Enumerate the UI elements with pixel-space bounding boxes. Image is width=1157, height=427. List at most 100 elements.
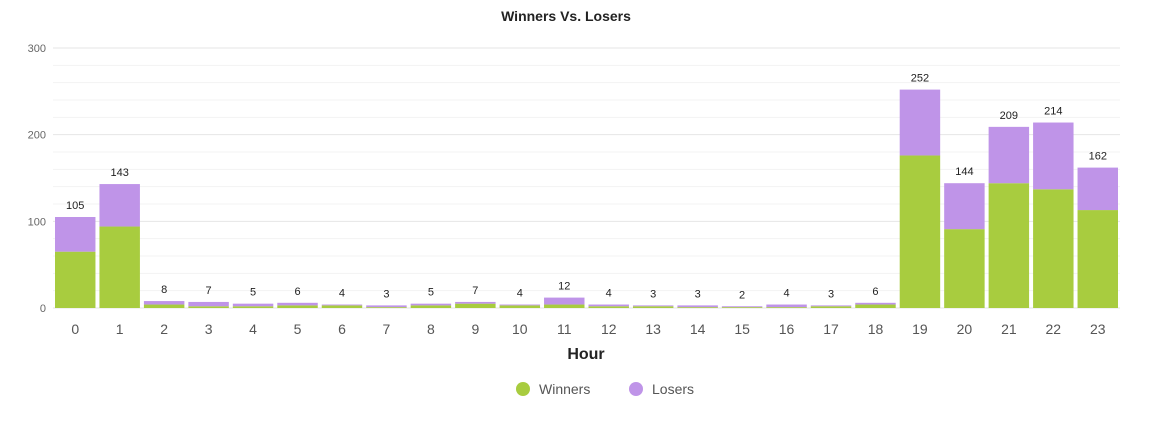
bar-winners-6[interactable] [321, 305, 363, 308]
x-tick-label: 3 [205, 321, 213, 337]
data-label-16: 4 [784, 288, 790, 300]
data-label-4: 5 [250, 287, 256, 299]
bar-winners-20[interactable] [944, 229, 985, 308]
bar-losers-21[interactable] [988, 126, 1030, 184]
bar-losers-3[interactable] [188, 301, 229, 307]
data-label-14: 3 [695, 288, 701, 300]
legend-label: Winners [539, 381, 590, 397]
bar-losers-10[interactable] [499, 304, 541, 306]
bar-winners-4[interactable] [232, 306, 274, 308]
bar-winners-10[interactable] [499, 305, 541, 308]
bar-losers-0[interactable] [55, 217, 96, 252]
bar-losers-22[interactable] [1033, 122, 1074, 190]
x-tick-label: 12 [601, 321, 617, 337]
x-tick-label: 23 [1090, 321, 1106, 337]
legend-marker [629, 382, 643, 396]
data-label-20: 144 [955, 166, 973, 178]
bar-losers-14[interactable] [677, 305, 718, 308]
legend-marker [516, 382, 530, 396]
x-tick-label: 15 [734, 321, 750, 337]
bar-winners-21[interactable] [988, 183, 1030, 308]
bar-winners-11[interactable] [544, 304, 585, 308]
bar-losers-18[interactable] [855, 302, 896, 305]
x-axis-label: Hour [567, 346, 604, 363]
data-label-6: 4 [339, 288, 345, 300]
x-axis-ticks: 0 1 2 3 4 5 6 7 8 9 10 11 12 13 14 15 16 17 18 19 20 21 22 23 [71, 321, 1105, 337]
data-label-23: 162 [1089, 151, 1107, 163]
bar-winners-8[interactable] [410, 305, 452, 308]
bar-losers-15[interactable] [721, 306, 763, 308]
data-label-22: 214 [1044, 106, 1062, 118]
data-label-19: 252 [911, 73, 929, 85]
y-tick-label: 200 [28, 130, 46, 142]
bar-losers-6[interactable] [321, 304, 363, 306]
bar-winners-2[interactable] [143, 304, 185, 308]
bar-losers-11[interactable] [544, 297, 585, 305]
x-tick-label: 4 [249, 321, 257, 337]
x-tick-label: 19 [912, 321, 928, 337]
data-label-17: 3 [828, 288, 834, 300]
bar-losers-20[interactable] [944, 183, 985, 230]
bar-winners-5[interactable] [277, 305, 318, 308]
data-label-3: 7 [206, 285, 212, 297]
data-label-1: 143 [111, 167, 129, 179]
bar-losers-4[interactable] [232, 303, 274, 307]
bar-winners-15[interactable] [721, 307, 763, 308]
bar-losers-2[interactable] [143, 301, 185, 305]
bar-losers-7[interactable] [366, 305, 407, 308]
data-labels: 105 143 8 7 5 6 4 3 5 7 4 12 4 3 3 2 4 3 6 252 144 209 214 162 [66, 73, 1107, 302]
bar-winners-22[interactable] [1033, 189, 1074, 308]
legend-label: Losers [652, 381, 694, 397]
legend-item-winners[interactable]: Winners [516, 381, 590, 397]
x-tick-label: 7 [383, 321, 391, 337]
bar-losers-13[interactable] [632, 305, 674, 307]
bar-winners-14[interactable] [677, 307, 718, 308]
chart-title: Winners Vs. Losers [501, 8, 631, 24]
bar-winners-12[interactable] [588, 306, 629, 308]
bar-losers-17[interactable] [810, 305, 852, 307]
x-tick-label: 21 [1001, 321, 1017, 337]
data-label-18: 6 [872, 286, 878, 298]
x-tick-label: 13 [645, 321, 661, 337]
x-tick-label: 5 [294, 321, 302, 337]
bar-losers-19[interactable] [899, 89, 941, 156]
y-tick-label: 300 [28, 43, 46, 55]
bar-winners-23[interactable] [1077, 210, 1118, 308]
y-axis-ticks: 0 100 200 300 [28, 43, 46, 315]
data-label-7: 3 [383, 288, 389, 300]
data-label-12: 4 [606, 288, 612, 300]
data-label-5: 6 [294, 286, 300, 298]
legend-item-losers[interactable]: Losers [629, 381, 694, 397]
bar-losers-9[interactable] [455, 301, 496, 304]
data-label-21: 209 [1000, 110, 1018, 122]
bar-winners-17[interactable] [810, 306, 852, 308]
bar-losers-23[interactable] [1077, 167, 1118, 211]
data-label-13: 3 [650, 288, 656, 300]
bar-losers-16[interactable] [766, 304, 807, 308]
bar-winners-3[interactable] [188, 306, 229, 308]
bar-winners-1[interactable] [99, 226, 140, 308]
legend[interactable]: Winners Losers [516, 381, 694, 397]
x-tick-label: 20 [957, 321, 973, 337]
bar-losers-1[interactable] [99, 184, 140, 227]
x-tick-label: 17 [823, 321, 839, 337]
bar-winners-7[interactable] [366, 307, 407, 308]
bar-winners-19[interactable] [899, 155, 941, 308]
bar-winners-0[interactable] [55, 251, 96, 308]
data-label-11: 12 [558, 281, 570, 293]
bar-winners-16[interactable] [766, 307, 807, 308]
bar-winners-9[interactable] [455, 303, 496, 308]
data-label-0: 105 [66, 200, 84, 212]
y-tick-label: 100 [28, 216, 46, 228]
x-tick-label: 14 [690, 321, 706, 337]
data-label-9: 7 [472, 285, 478, 297]
y-tick-label: 0 [40, 303, 46, 315]
bar-losers-5[interactable] [277, 302, 318, 306]
bar-losers-12[interactable] [588, 304, 629, 307]
data-label-15: 2 [739, 289, 745, 301]
bar-losers-8[interactable] [410, 303, 452, 306]
x-tick-label: 0 [71, 321, 79, 337]
bar-winners-18[interactable] [855, 304, 896, 308]
bar-winners-13[interactable] [632, 306, 674, 308]
